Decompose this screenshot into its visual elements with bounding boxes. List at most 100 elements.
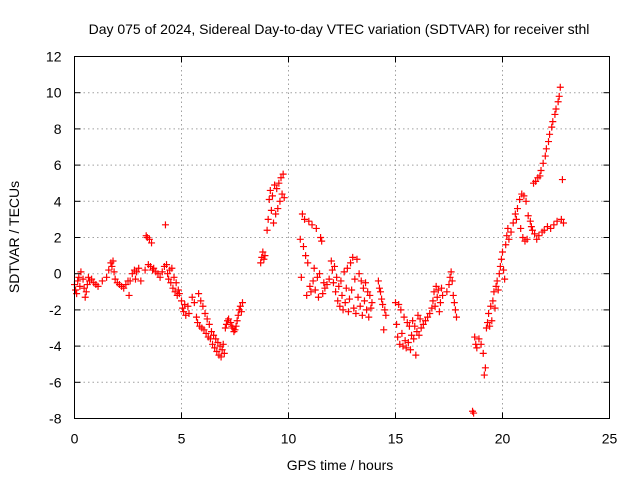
data-point [111, 275, 119, 283]
data-point [448, 277, 456, 285]
data-point [188, 293, 196, 301]
data-point [400, 313, 408, 321]
data-point [339, 306, 347, 314]
x-tick-label: 15 [388, 431, 404, 447]
y-tick-label: -2 [49, 302, 62, 318]
data-point [309, 277, 317, 285]
data-point [347, 259, 355, 267]
data-point [504, 224, 512, 232]
data-point [378, 295, 386, 303]
data-point [201, 310, 209, 318]
data-point [313, 273, 321, 281]
data-point [180, 308, 188, 316]
data-point [276, 197, 284, 205]
data-point [109, 257, 117, 265]
data-point [547, 224, 555, 232]
data-point [477, 340, 485, 348]
data-point [260, 255, 268, 263]
data-point [88, 275, 96, 283]
data-point [296, 235, 304, 243]
data-point [496, 262, 504, 270]
data-point [222, 320, 230, 328]
x-tick-label: 10 [281, 431, 297, 447]
data-point [516, 195, 524, 203]
data-point [366, 291, 374, 299]
data-point [374, 277, 382, 285]
data-point [184, 302, 192, 310]
y-tick-label: -8 [49, 411, 62, 427]
data-point [536, 172, 544, 180]
data-point [332, 288, 340, 296]
data-point [537, 167, 545, 175]
data-point [128, 270, 136, 278]
data-point [365, 313, 373, 321]
data-point [207, 328, 215, 336]
data-point [80, 284, 88, 292]
data-point [238, 299, 246, 307]
data-point [551, 110, 559, 118]
data-point [356, 302, 364, 310]
data-point [500, 266, 508, 274]
data-point [170, 273, 178, 281]
data-point [488, 317, 496, 325]
data-point [209, 340, 217, 348]
data-point [165, 275, 173, 283]
data-point [526, 217, 534, 225]
data-point [446, 273, 454, 281]
data-point [323, 281, 331, 289]
data-point [487, 302, 495, 310]
data-point [527, 223, 535, 231]
data-point [156, 273, 164, 281]
data-point [94, 282, 102, 290]
data-point [120, 284, 128, 292]
data-point [274, 205, 282, 213]
data-point [175, 290, 183, 298]
data-point [231, 326, 239, 334]
data-point [194, 319, 202, 327]
y-tick-label: 12 [46, 49, 62, 65]
y-axis-title: SDTVAR / TECUs [6, 181, 22, 293]
data-point [192, 313, 200, 321]
data-point [161, 221, 169, 229]
data-point [394, 333, 402, 341]
data-point [355, 270, 363, 278]
data-point [471, 333, 479, 341]
data-point [273, 185, 281, 193]
data-point [125, 291, 133, 299]
data-point [475, 335, 483, 343]
data-point [329, 279, 337, 287]
data-point [421, 317, 429, 325]
data-point [382, 311, 390, 319]
data-point [512, 215, 520, 223]
data-point [197, 297, 205, 305]
data-point [211, 344, 219, 352]
data-point [267, 206, 275, 214]
data-point [179, 304, 187, 312]
chart-title: Day 075 of 2024, Sidereal Day-to-day VTE… [89, 21, 590, 37]
data-point [79, 275, 87, 283]
data-point [416, 315, 424, 323]
y-tick-label: 2 [54, 230, 62, 246]
data-point [555, 92, 563, 100]
data-point [517, 224, 525, 232]
data-point [451, 306, 459, 314]
data-point [135, 264, 143, 272]
data-point [220, 349, 228, 357]
data-point [299, 243, 307, 251]
data-point [302, 252, 310, 260]
data-point [351, 275, 359, 283]
data-point [316, 270, 324, 278]
data-point [545, 138, 553, 146]
data-point [328, 266, 336, 274]
y-tick-label: 0 [54, 266, 62, 282]
data-point [303, 291, 311, 299]
data-point [110, 268, 118, 276]
data-point [133, 268, 141, 276]
data-point [301, 215, 309, 223]
data-point [141, 266, 149, 274]
plot-frame [74, 56, 610, 419]
data-point [430, 288, 438, 296]
y-tick-label: -4 [49, 338, 62, 354]
data-point [424, 313, 432, 321]
